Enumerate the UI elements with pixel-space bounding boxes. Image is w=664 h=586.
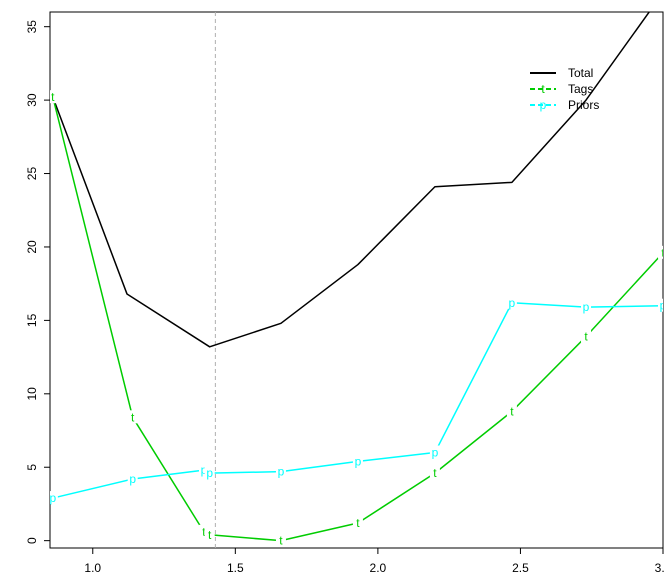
x-tick-label: 1.0 xyxy=(84,561,101,575)
data-point-priors: p xyxy=(660,299,664,313)
point-backdrop xyxy=(198,463,209,477)
point-backdrop xyxy=(581,329,592,343)
data-point-tags: t xyxy=(433,466,437,480)
point-backdrop xyxy=(50,491,58,505)
data-point-priors: p xyxy=(206,466,213,480)
x-tick-label: 2.5 xyxy=(512,561,529,575)
y-tick-label: 25 xyxy=(25,167,39,181)
data-point-tags: t xyxy=(356,516,360,530)
legend-item-tags: t Tags xyxy=(530,82,593,96)
point-backdrop xyxy=(275,464,286,478)
point-backdrop xyxy=(658,245,663,259)
data-point-priors: p xyxy=(129,472,136,486)
point-backdrop xyxy=(506,404,517,418)
y-tick-label: 30 xyxy=(25,93,39,107)
y-tick-label: 0 xyxy=(25,537,39,544)
legend-item-total: Total xyxy=(530,66,593,80)
series-total xyxy=(52,12,651,348)
y-tick-label: 20 xyxy=(25,240,39,254)
x-tick-label: 2.0 xyxy=(370,561,387,575)
data-point-tags: t xyxy=(510,404,514,418)
point-backdrop xyxy=(127,471,138,485)
point-backdrop xyxy=(204,527,215,541)
data-point-tags: t xyxy=(661,246,664,260)
y-tick-label: 5 xyxy=(25,464,39,471)
data-point-tags: t xyxy=(202,525,206,539)
data-point-tags: t xyxy=(208,528,212,542)
legend: Total t Tags p Priors xyxy=(530,66,599,112)
x-tick-label: 3.0 xyxy=(655,561,664,575)
legend-label: Total xyxy=(568,66,593,80)
point-backdrop xyxy=(352,516,363,530)
data-point-priors: p xyxy=(50,491,57,505)
legend-item-priors: p Priors xyxy=(530,98,599,112)
point-backdrop xyxy=(506,295,517,309)
data-point-priors: p xyxy=(201,463,208,477)
point-backdrop xyxy=(50,90,58,104)
data-point-priors: p xyxy=(432,446,439,460)
point-backdrop xyxy=(127,410,138,424)
data-point-tags: t xyxy=(131,410,135,424)
x-tick-label: 1.5 xyxy=(227,561,244,575)
point-backdrop xyxy=(429,445,440,459)
legend-symbol: t xyxy=(541,82,545,96)
legend-label: Priors xyxy=(568,98,599,112)
point-backdrop xyxy=(352,454,363,468)
series-line-total xyxy=(52,12,651,348)
point-backdrop xyxy=(658,298,663,312)
data-point-priors: p xyxy=(583,300,590,314)
plot-frame xyxy=(49,11,664,549)
y-tick-label: 35 xyxy=(25,20,39,34)
legend-symbol: p xyxy=(540,98,547,112)
point-backdrop xyxy=(275,533,286,547)
data-point-tags: t xyxy=(584,330,588,344)
point-backdrop xyxy=(198,524,209,538)
point-backdrop xyxy=(429,466,440,480)
point-backdrop xyxy=(581,300,592,314)
data-point-tags: t xyxy=(51,90,55,104)
data-point-tags: t xyxy=(279,534,283,548)
legend-label: Tags xyxy=(568,82,593,96)
y-tick-label: 10 xyxy=(25,387,39,401)
y-tick-label: 15 xyxy=(25,313,39,327)
data-point-priors: p xyxy=(278,465,285,479)
data-point-priors: p xyxy=(355,454,362,468)
series-line-priors xyxy=(52,302,663,499)
data-point-priors: p xyxy=(509,296,516,310)
point-backdrop xyxy=(204,466,215,480)
axes: 1.0 1.5 2.0 2.5 3.0 0 5 10 15 20 25 30 35 xyxy=(25,11,664,575)
